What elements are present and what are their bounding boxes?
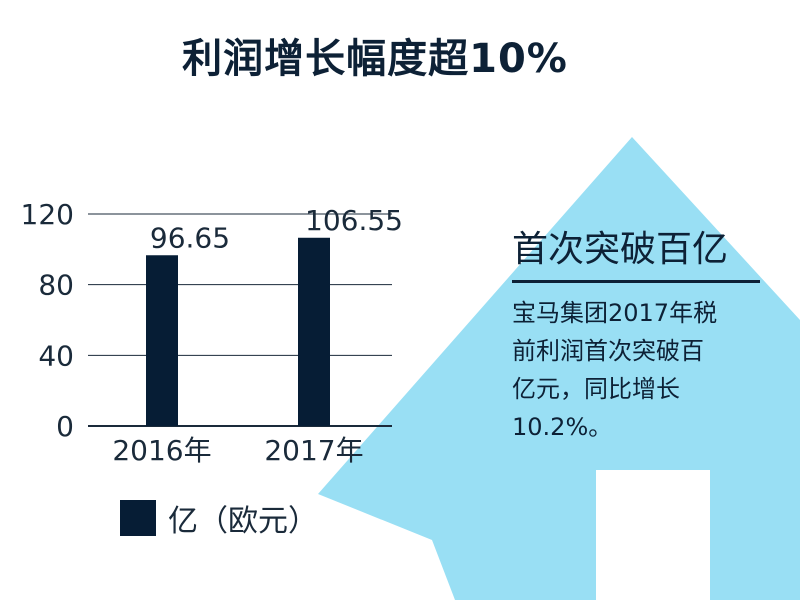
side-line: 宝马集团2017年税 bbox=[512, 299, 718, 327]
arrow-shape bbox=[318, 137, 800, 600]
y-tick-label: 120 bbox=[21, 198, 74, 231]
side-heading: 首次突破百亿 bbox=[512, 229, 729, 270]
side-line: 前利润首次突破百 bbox=[512, 337, 704, 365]
x-tick-label: 2016年 bbox=[112, 434, 211, 467]
y-tick-label: 0 bbox=[56, 410, 74, 443]
x-tick-label: 2017年 bbox=[264, 434, 363, 467]
side-heading-underline bbox=[512, 280, 760, 283]
legend-swatch bbox=[120, 500, 156, 536]
bar bbox=[146, 255, 178, 426]
side-line: 亿元，同比增长 bbox=[512, 375, 680, 403]
data-label: 106.55 bbox=[305, 204, 403, 237]
legend: 亿（欧元） bbox=[120, 498, 318, 539]
bar bbox=[298, 237, 330, 426]
legend-label: 亿（欧元） bbox=[168, 504, 318, 539]
side-description: 宝马集团2017年税 前利润首次突破百 亿元，同比增长 10.2%。 bbox=[512, 294, 772, 446]
y-tick-label: 40 bbox=[38, 339, 74, 372]
side-line: 10.2%。 bbox=[512, 413, 613, 441]
page-title: 利润增长幅度超10% bbox=[182, 36, 568, 82]
y-tick-label: 80 bbox=[38, 269, 74, 302]
data-label: 96.65 bbox=[150, 221, 230, 254]
